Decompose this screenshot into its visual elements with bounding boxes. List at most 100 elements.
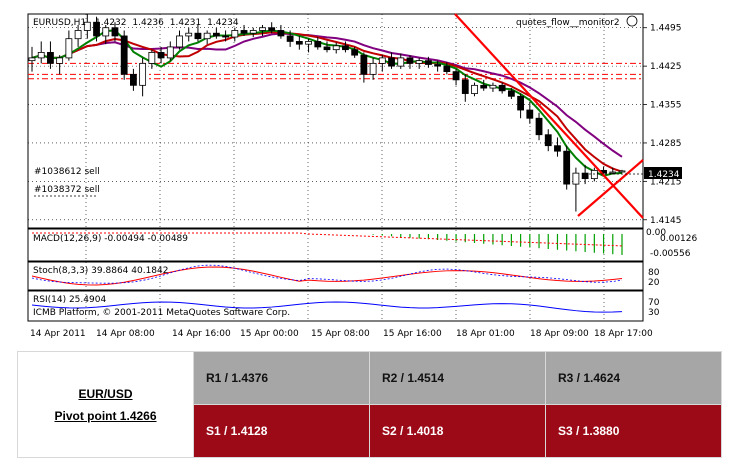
time-tick-label: 15 Apr 00:00 <box>240 329 299 339</box>
symbol-label: EURUSD <box>33 18 71 28</box>
candle-body <box>102 27 110 37</box>
trend-line-up <box>577 159 644 217</box>
candle-body <box>323 46 331 51</box>
candlesticks <box>28 14 626 212</box>
candle-body <box>425 60 432 65</box>
candle-body <box>581 172 589 180</box>
candle-body <box>249 30 257 34</box>
candle-body <box>268 27 276 31</box>
candle-body <box>535 117 543 136</box>
price-axis: 1.4495 1.4425 1.4355 1.4285 1.4215 1.4145 <box>643 24 682 226</box>
pivot-pair-cell: EUR/USD Pivot point 1.4266 <box>17 351 194 458</box>
r1-cell: R1 / 1.4376 <box>193 351 370 405</box>
smiley-icon <box>626 15 638 27</box>
stoch-frame <box>27 261 644 291</box>
candle-body <box>415 60 423 64</box>
candle-body <box>452 71 460 81</box>
candle-body <box>93 21 100 37</box>
stoch-label: Stoch(8,3,3) 39.8864 40.1842 <box>33 266 168 276</box>
chart-header: EURUSD,H1 1.4232 1.4236 1.4231 1.4234 <box>33 18 239 28</box>
stoch-signal-line <box>31 264 623 284</box>
candle-body <box>56 57 64 64</box>
candle-body <box>148 52 156 64</box>
trend-lines <box>454 13 644 219</box>
candle-body <box>526 109 534 119</box>
candle-body <box>194 32 202 40</box>
candle-body <box>388 57 395 67</box>
s1-cell: S1 / 1.4128 <box>193 404 370 458</box>
price-tick-label: 1.4285 <box>650 139 682 149</box>
candle-body <box>37 52 45 59</box>
candle-body <box>618 170 626 173</box>
price-tick-label: 1.4495 <box>650 24 682 34</box>
candle-body <box>609 171 617 174</box>
candle-body <box>507 90 515 97</box>
price-tick-label: 1.4425 <box>650 62 682 72</box>
candle-body <box>489 84 497 89</box>
rsi-axis-bottom: 30 <box>648 308 660 318</box>
candle-body <box>231 30 239 38</box>
candle-body <box>28 57 36 62</box>
candle-body <box>203 32 211 40</box>
candle-body <box>240 30 248 34</box>
candle-body <box>498 84 506 92</box>
pivot-point-label: Pivot point 1.4266 <box>54 408 157 423</box>
order-label-1: #1038612 sell <box>34 167 100 177</box>
trend-line-down <box>454 13 644 219</box>
price-chart: EURUSD,H1 1.4232 1.4236 1.4231 1.4234 qu… <box>27 13 698 339</box>
candle-body <box>406 57 414 64</box>
s3-cell: S3 / 1.3880 <box>545 404 722 458</box>
candle-body <box>397 57 405 67</box>
candle-body <box>378 57 386 64</box>
rsi-line <box>31 301 623 313</box>
macd-axis-top-left: 0.00 <box>646 228 666 238</box>
indicator-subwindows <box>31 232 623 313</box>
candle-body <box>259 27 266 31</box>
candle-body <box>434 64 442 67</box>
candle-body <box>360 54 368 75</box>
time-tick-label: 14 Apr 08:00 <box>96 329 155 339</box>
time-tick-label: 18 Apr 09:00 <box>530 329 589 339</box>
time-tick-label: 18 Apr 01:00 <box>456 329 515 339</box>
candle-body <box>572 172 580 185</box>
macd-axis-top: 0.00126 <box>660 234 697 244</box>
time-axis: 14 Apr 2011 14 Apr 08:00 14 Apr 16:00 15 Ap… <box>30 329 653 339</box>
candle-body <box>332 45 340 51</box>
candle-body <box>83 21 91 31</box>
candle-body <box>342 45 349 51</box>
time-tick-label: 15 Apr 16:00 <box>383 329 442 339</box>
candle-body <box>74 30 82 40</box>
candle-body <box>176 35 183 48</box>
candle-body <box>185 32 193 37</box>
candle-body <box>166 46 174 59</box>
candle-body <box>130 73 137 86</box>
macd-axis-bottom: -0.00556 <box>650 249 691 259</box>
candle-body <box>544 134 552 147</box>
candle-body <box>517 95 524 111</box>
ohlc-low: 1.4231 <box>170 18 202 28</box>
current-price-label: 1.4234 <box>648 170 680 180</box>
candle-body <box>295 41 303 45</box>
candle-body <box>480 84 488 89</box>
stoch-axis-top: 80 <box>648 268 660 278</box>
copyright-label: ICMB Platform, © 2001-2011 MetaQuotes So… <box>33 308 290 318</box>
candle-body <box>471 84 478 94</box>
candle-body <box>554 145 561 152</box>
ohlc-close: 1.4234 <box>207 18 239 28</box>
r2-cell: R2 / 1.4514 <box>369 351 546 405</box>
pair-label: EUR/USD <box>78 386 133 401</box>
candle-body <box>369 62 377 75</box>
indicator-name: quotes_flow__monitor2 <box>516 18 620 28</box>
candle-body <box>120 35 128 75</box>
candle-body <box>443 65 451 73</box>
price-tick-label: 1.4355 <box>650 101 682 111</box>
candle-body <box>47 52 54 64</box>
time-tick-label: 18 Apr 17:00 <box>594 329 653 339</box>
rsi-axis-top: 70 <box>648 298 660 308</box>
candle-body <box>286 35 294 42</box>
candle-body <box>305 41 312 45</box>
time-tick-label: 14 Apr 2011 <box>30 329 86 339</box>
candle-body <box>314 41 322 48</box>
candle-body <box>351 49 359 56</box>
rsi-label: RSI(14) 25.4904 <box>33 295 106 305</box>
